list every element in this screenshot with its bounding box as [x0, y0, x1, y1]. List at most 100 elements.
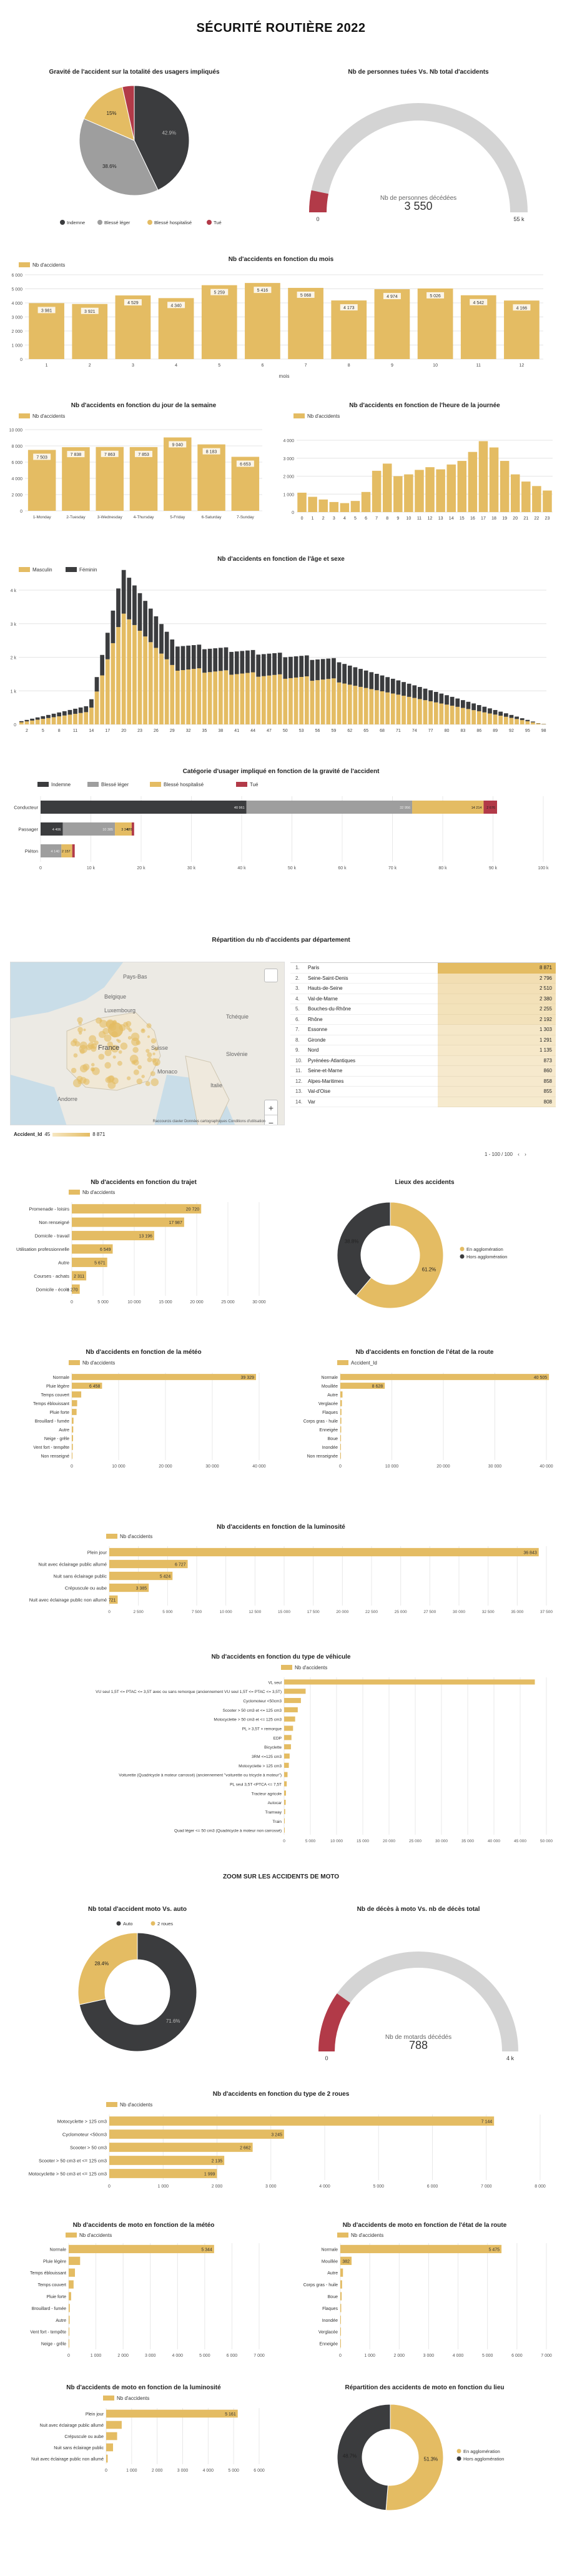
- age-chart-bar-m: [293, 677, 298, 724]
- map-dot[interactable]: [104, 1049, 112, 1057]
- map-dot[interactable]: [152, 1052, 155, 1055]
- departement-map[interactable]: Pays-Bas Belgique Luxembourg Tchéquie Fr…: [10, 962, 285, 1125]
- map-dot[interactable]: [128, 1028, 132, 1032]
- map-dot[interactable]: [94, 1040, 99, 1045]
- fullscreen-icon[interactable]: [264, 969, 278, 982]
- map-dot[interactable]: [118, 1050, 122, 1054]
- map-dot[interactable]: [79, 1049, 85, 1054]
- moto-gauge-track: [318, 1952, 518, 2051]
- table-row[interactable]: 3. Hauts-de-Seine 2 510: [290, 984, 556, 994]
- map-dot[interactable]: [129, 1054, 139, 1063]
- map-dot[interactable]: [104, 1034, 112, 1042]
- map-dot[interactable]: [117, 1060, 122, 1066]
- mois-chart-label-bg: [37, 307, 56, 313]
- map-dot[interactable]: [147, 1052, 152, 1058]
- map-dot[interactable]: [116, 1039, 119, 1042]
- table-row[interactable]: 2. Seine-Saint-Denis 2 796: [290, 973, 556, 984]
- map-dot[interactable]: [107, 1080, 116, 1089]
- map-zoom-control[interactable]: + −: [264, 1100, 278, 1125]
- age-chart-bar-f: [132, 585, 137, 625]
- age-chart-bar-m: [433, 702, 438, 724]
- map-dot[interactable]: [104, 1062, 111, 1069]
- trajet-chart-xtick: 30 000: [252, 1300, 266, 1305]
- gravite-legend-text: Blessé hospitalisé: [154, 220, 192, 225]
- map-dot[interactable]: [141, 1075, 145, 1078]
- table-row[interactable]: 9. Nord 1 135: [290, 1045, 556, 1056]
- map-dot[interactable]: [131, 1037, 140, 1046]
- map-dot[interactable]: [90, 1067, 95, 1072]
- map-dot[interactable]: [89, 1035, 97, 1043]
- map-dot[interactable]: [150, 1038, 157, 1044]
- map-dot-paris[interactable]: [108, 1022, 123, 1037]
- heure-chart-xtick: 6: [365, 516, 367, 521]
- table-row[interactable]: 8. Gironde 1 291: [290, 1035, 556, 1045]
- vehicule-chart-xtick: 25 000: [409, 1839, 422, 1843]
- map-dot[interactable]: [77, 1017, 83, 1023]
- map-dot[interactable]: [79, 1041, 87, 1050]
- map-dot[interactable]: [146, 1023, 152, 1029]
- table-row[interactable]: 13. Val-d'Oise 855: [290, 1087, 556, 1097]
- map-dot[interactable]: [98, 1054, 105, 1060]
- lumiere-chart-bar: [109, 1595, 118, 1604]
- map-dot[interactable]: [137, 1065, 142, 1070]
- map-dot[interactable]: [71, 1067, 77, 1073]
- map-dot[interactable]: [154, 1047, 159, 1052]
- map-dot[interactable]: [136, 1078, 143, 1085]
- map-dot[interactable]: [112, 1055, 116, 1059]
- pager-next-icon[interactable]: ›: [525, 1152, 526, 1157]
- map-dot[interactable]: [145, 1081, 150, 1087]
- map-dot[interactable]: [145, 1049, 150, 1053]
- map-dot[interactable]: [109, 1047, 114, 1051]
- table-row[interactable]: 10. Pyrénées-Atlantiques 873: [290, 1055, 556, 1066]
- map-dot[interactable]: [79, 1064, 88, 1073]
- pager-prev-icon[interactable]: ‹: [518, 1152, 520, 1157]
- zoom-out-icon[interactable]: −: [265, 1115, 277, 1125]
- map-dot[interactable]: [147, 1057, 152, 1062]
- deuxroues-chart-xtick: 1 000: [157, 2184, 169, 2189]
- map-dot[interactable]: [152, 1058, 157, 1063]
- map-dot[interactable]: [126, 1076, 131, 1080]
- map-dot[interactable]: [154, 1062, 159, 1066]
- map-dot[interactable]: [98, 1030, 106, 1039]
- map-dot[interactable]: [91, 1063, 95, 1067]
- map-dot[interactable]: [147, 1035, 150, 1039]
- map-dot[interactable]: [127, 1036, 132, 1040]
- age-chart-bar-f: [272, 653, 277, 675]
- table-row[interactable]: 1. Paris 8 871: [290, 963, 556, 974]
- map-dot[interactable]: [133, 1069, 139, 1075]
- map-dot[interactable]: [90, 1044, 94, 1047]
- map-dot[interactable]: [78, 1021, 82, 1025]
- map-dot[interactable]: [99, 1019, 102, 1022]
- age-chart-bar-f: [175, 646, 180, 671]
- trajet-chart-xtick: 10 000: [127, 1300, 141, 1305]
- mois-chart-xtick: 4: [175, 363, 177, 368]
- map-dot[interactable]: [132, 1047, 139, 1053]
- table-row[interactable]: 11. Seine-et-Marne 860: [290, 1066, 556, 1077]
- table-row[interactable]: 4. Val-de-Marne 2 380: [290, 994, 556, 1004]
- map-dot[interactable]: [120, 1042, 128, 1050]
- table-row[interactable]: 14. Var 808: [290, 1097, 556, 1107]
- moto-lumiere-chart-xtick: 4 000: [203, 2469, 214, 2473]
- table-row[interactable]: 7. Essonne 1 303: [290, 1025, 556, 1035]
- map-dot[interactable]: [150, 1071, 155, 1077]
- map-dot[interactable]: [73, 1053, 78, 1058]
- zoom-in-icon[interactable]: +: [265, 1100, 277, 1115]
- map-dot[interactable]: [77, 1027, 83, 1033]
- table-row[interactable]: 12. Alpes-Maritimes 858: [290, 1076, 556, 1087]
- meteo-chart-category: Autre: [59, 1428, 69, 1433]
- map-dot[interactable]: [96, 1017, 102, 1024]
- map-dot[interactable]: [105, 1077, 112, 1083]
- table-row[interactable]: 5. Bouches-du-Rhône 2 255: [290, 1004, 556, 1015]
- map-dot[interactable]: [83, 1078, 90, 1085]
- map-dot[interactable]: [78, 1031, 82, 1035]
- map-dot[interactable]: [74, 1041, 81, 1047]
- map-attribution[interactable]: Raccourcis clavier Données cartographiqu…: [152, 1120, 265, 1123]
- map-dot[interactable]: [107, 1041, 114, 1048]
- categorie-chart-bar: [72, 844, 75, 857]
- map-dot[interactable]: [83, 1029, 86, 1032]
- map-dot[interactable]: [140, 1028, 145, 1034]
- map-dot[interactable]: [150, 1078, 159, 1087]
- table-row[interactable]: 6. Rhône 2 192: [290, 1014, 556, 1025]
- map-dot[interactable]: [111, 1045, 119, 1053]
- age-chart-bar-m: [369, 689, 374, 724]
